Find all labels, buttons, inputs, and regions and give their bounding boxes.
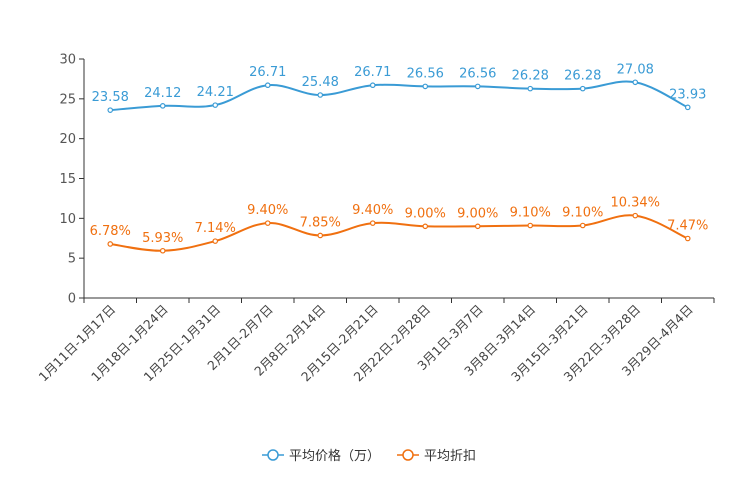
data-label: 5.93% [142, 231, 183, 246]
y-tick-label: 20 [59, 132, 76, 147]
data-label: 9.00% [405, 206, 446, 221]
data-point [107, 107, 114, 113]
legend-item-1: 平均折扣 [397, 449, 476, 464]
data-label: 26.28 [564, 69, 601, 84]
data-label: 9.40% [352, 203, 393, 218]
data-point [264, 220, 271, 226]
legend-marker [402, 449, 414, 461]
data-label: 27.08 [617, 62, 654, 77]
legend-marker [267, 449, 279, 461]
data-point [212, 102, 219, 108]
series-0: 23.58 24.12 24.21 26.71 25.48 26.71 26.56 26.56… [92, 62, 706, 113]
data-label: 10.34% [610, 196, 660, 211]
data-label: 26.71 [354, 65, 391, 80]
data-label: 26.28 [512, 69, 549, 84]
data-point [369, 220, 376, 226]
data-point [632, 212, 639, 219]
data-point [474, 83, 481, 90]
data-point [422, 223, 429, 230]
data-point [527, 85, 534, 92]
series-line [110, 80, 689, 112]
series-line [110, 214, 689, 252]
data-label: 6.78% [90, 224, 131, 239]
data-point [159, 247, 166, 254]
y-tick-label: 25 [59, 92, 76, 107]
data-point [474, 223, 481, 230]
y-tick-label: 5 [68, 252, 76, 267]
data-label: 9.10% [562, 206, 603, 221]
series-layer: 23.58 24.12 24.21 26.71 25.48 26.71 26.56 26.56… [90, 62, 708, 254]
data-point [422, 83, 429, 90]
data-point [369, 82, 376, 89]
data-point [527, 222, 534, 229]
data-point [684, 104, 691, 111]
data-label: 7.14% [195, 221, 236, 236]
data-label: 24.12 [144, 86, 181, 101]
data-point [159, 103, 166, 109]
legend-label: 平均价格（万） [289, 448, 380, 464]
y-tick-label: 30 [59, 53, 76, 68]
series-1: 6.78% 5.93% 7.14% 9.40% 7.85% 9.40% 9.00% 9.00%… [90, 196, 708, 254]
legend-label: 平均折扣 [424, 449, 476, 464]
data-label: 9.40% [247, 203, 288, 218]
data-point [317, 232, 324, 239]
data-label: 25.48 [302, 75, 339, 90]
data-label: 24.21 [197, 85, 234, 100]
y-tick-label: 0 [68, 292, 76, 307]
data-label: 7.85% [300, 215, 341, 230]
data-point [264, 82, 271, 89]
data-point [579, 85, 586, 92]
data-label: 7.47% [667, 218, 708, 233]
data-point [107, 241, 114, 247]
y-tick-label: 10 [59, 212, 76, 227]
data-point [684, 235, 691, 242]
data-label: 9.00% [457, 206, 498, 221]
data-label: 26.56 [407, 66, 444, 81]
data-label: 26.56 [459, 66, 496, 81]
data-point [632, 79, 639, 86]
data-point [317, 92, 324, 98]
legend-item-0: 平均价格（万） [262, 448, 380, 464]
data-label: 23.58 [92, 90, 129, 105]
data-label: 9.10% [510, 206, 551, 221]
legend: 平均价格（万） 平均折扣 [262, 448, 476, 464]
data-point [579, 222, 586, 229]
y-tick-label: 15 [59, 172, 76, 187]
data-label: 26.71 [249, 65, 286, 80]
data-point [212, 238, 219, 244]
data-label: 23.93 [669, 87, 706, 102]
